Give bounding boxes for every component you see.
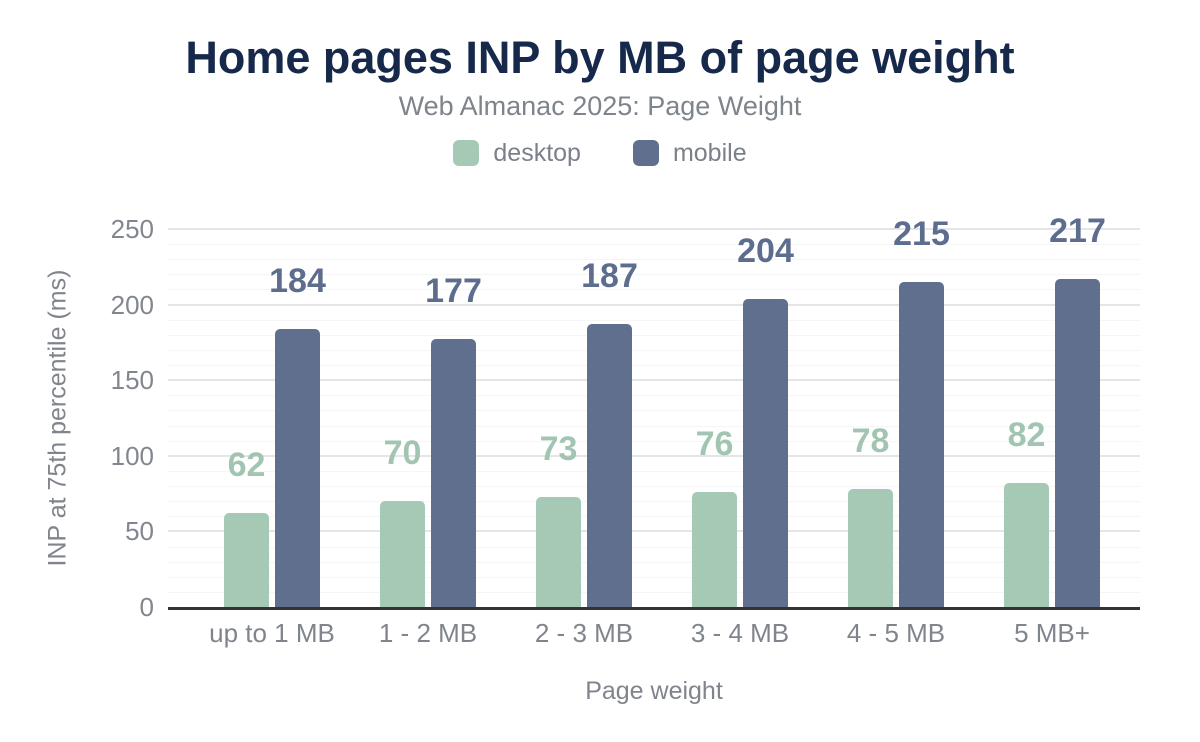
chart-title: Home pages INP by MB of page weight (185, 32, 1015, 83)
y-tick-label: 100 (110, 440, 154, 471)
gridline-minor (168, 274, 1140, 276)
chart-subtitle: Web Almanac 2025: Page Weight (398, 91, 802, 121)
legend-item-desktop[interactable]: desktop (453, 140, 581, 166)
bar-mobile-5 (1055, 278, 1100, 607)
x-tick-label-2: 2 - 3 MB (534, 618, 634, 648)
data-label-desktop-0: 62 (227, 446, 266, 485)
gridline-major (168, 228, 1140, 230)
bar-desktop-2 (536, 496, 581, 607)
data-label-mobile-2: 187 (581, 257, 638, 296)
gridline-minor (168, 561, 1140, 563)
gridline-minor (168, 365, 1140, 367)
gridline-minor (168, 334, 1140, 336)
y-tick-label: 0 (139, 592, 154, 622)
bar-desktop-3 (692, 492, 737, 607)
bar-desktop-5 (1004, 483, 1049, 607)
data-label-desktop-3: 76 (695, 425, 734, 464)
y-tick-label: 150 (110, 365, 154, 396)
gridline-minor (168, 486, 1140, 488)
legend-label-mobile: mobile (672, 139, 747, 167)
bar-mobile-4 (899, 281, 944, 607)
x-tick-label-0: up to 1 MB (209, 618, 335, 648)
y-tick-label: 250 (110, 214, 154, 244)
bar-mobile-3 (743, 298, 788, 607)
gridline-major (168, 379, 1140, 382)
x-tick-label-1: 1 - 2 MB (378, 618, 478, 648)
gridline-minor (168, 319, 1140, 321)
gridline-minor (168, 591, 1140, 593)
x-tick-label-3: 3 - 4 MB (690, 618, 790, 648)
bar-mobile-0 (275, 328, 320, 607)
bar-mobile-1 (431, 339, 476, 607)
bar-mobile-2 (587, 324, 632, 607)
data-label-desktop-2: 73 (539, 429, 578, 468)
legend-label-desktop: desktop (493, 139, 581, 167)
gridline-minor (168, 410, 1140, 412)
gridline-minor (168, 244, 1140, 246)
gridline-major (168, 530, 1140, 533)
bar-desktop-0 (224, 513, 269, 607)
bar-desktop-1 (380, 501, 425, 607)
gridline-minor (168, 470, 1140, 472)
gridline-minor (168, 289, 1140, 291)
y-tick-label: 50 (125, 516, 154, 547)
gridline-major (168, 454, 1140, 457)
data-label-mobile-1: 177 (425, 272, 482, 311)
gridline-minor (168, 440, 1140, 442)
data-label-desktop-1: 70 (383, 434, 422, 473)
gridline-minor (168, 259, 1140, 261)
gridline-minor (168, 546, 1140, 548)
data-label-mobile-0: 184 (269, 261, 326, 300)
data-label-desktop-4: 78 (851, 422, 890, 461)
gridline-minor (168, 516, 1140, 518)
gridline-major (168, 303, 1140, 306)
gridline-minor (168, 576, 1140, 578)
gridline-minor (168, 395, 1140, 397)
bar-desktop-4 (848, 489, 893, 607)
legend-item-mobile[interactable]: mobile (632, 139, 747, 167)
gridline-minor (168, 501, 1140, 503)
data-label-mobile-4: 215 (893, 214, 950, 253)
y-tick-label: 200 (110, 289, 154, 320)
x-tick-label-5: 5 MB+ (1014, 618, 1090, 648)
desktop-series-swatch-icon (453, 140, 480, 166)
gridline-minor (168, 425, 1140, 427)
data-label-mobile-5: 217 (1049, 211, 1106, 250)
data-label-desktop-5: 82 (1007, 416, 1046, 455)
plot-area: 62 184 70 177 73 187 76 204 78 215 82 217 (168, 212, 1140, 610)
x-axis-title: Page weight (585, 677, 723, 705)
x-tick-label-4: 4 - 5 MB (846, 618, 946, 648)
gridline-minor (168, 349, 1140, 351)
mobile-series-swatch-icon (632, 140, 659, 166)
chart-legend: desktop mobile (0, 140, 1200, 166)
data-label-mobile-3: 204 (737, 231, 794, 270)
